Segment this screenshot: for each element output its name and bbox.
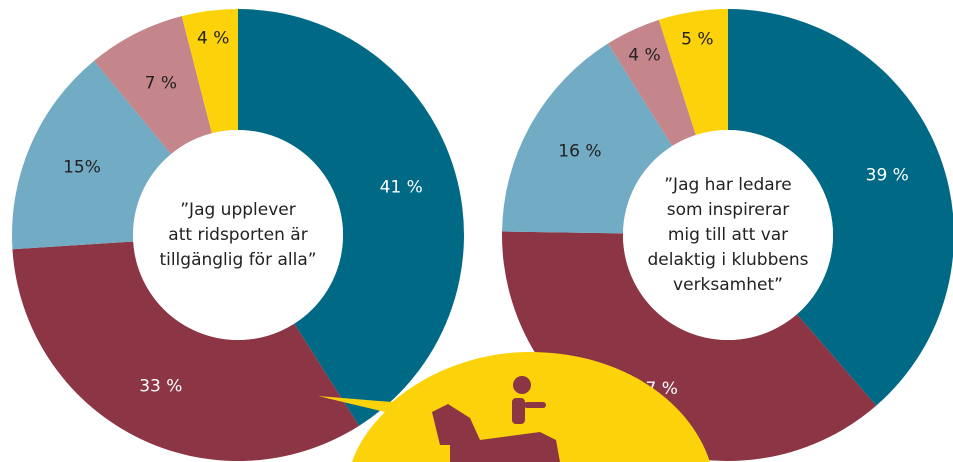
segment-label: 16 % [558,142,601,162]
charts: 41 % 33 % 15% 7 % 4 % ”Jag upplever att ridspo… [11,9,953,461]
rider-badge [318,352,710,462]
segment-label: 33 % [139,376,182,396]
donut-segment [658,9,728,136]
center-text: verksamhet” [673,275,783,295]
donut-segment [238,9,464,426]
donut-segment [728,9,953,406]
donut-hole [623,130,833,340]
segment-label: 15% [63,157,101,177]
center-text: som inspirerar [667,200,790,220]
donut-hole [133,130,343,340]
center-text: ”Jag upplever [180,200,295,220]
center-text: mig till att var [668,225,788,245]
center-text: att ridsporten är [168,225,307,245]
donut-segment [607,19,696,147]
donut-segment [181,9,238,134]
donut-segment [11,60,172,250]
segment-label: 7 % [145,74,177,94]
center-text: tillgänglig för alla” [159,250,316,270]
donut-segment [502,43,673,234]
donut-segment [93,16,212,155]
segment-label: 4 % [628,45,660,65]
center-text: delaktig i klubbens [648,250,809,270]
segment-label: 5 % [681,29,713,49]
center-text: ”Jag har ledare [664,175,791,195]
segment-label: 41 % [380,178,423,198]
donut-segment [12,241,360,461]
rider-icon [432,376,560,462]
segment-label: 39 % [866,165,909,185]
segment-label: 4 % [197,29,229,49]
